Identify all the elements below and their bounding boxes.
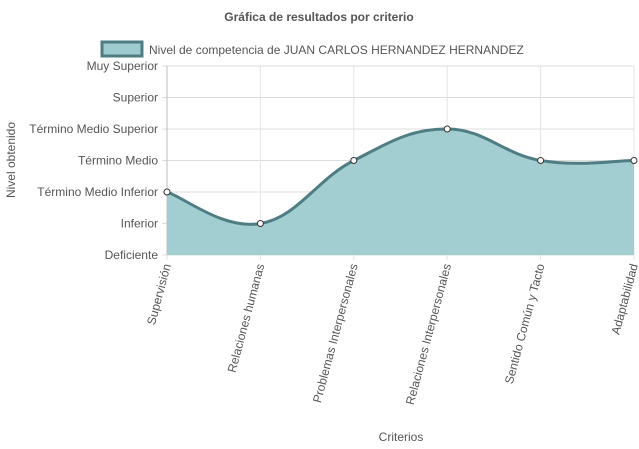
y-tick-label: Término Medio [78,154,158,168]
legend-swatch [100,40,144,58]
y-axis-title: Nivel obtenido [4,122,18,198]
y-tick-label: Muy Superior [87,59,158,73]
legend-label: Nivel de competencia de JUAN CARLOS HERN… [149,43,524,57]
x-tick-label: Relaciones humanas [225,262,268,374]
data-points [163,125,638,227]
legend[interactable]: Nivel de competencia de JUAN CARLOS HERN… [100,40,524,58]
chart-title: Gráfica de resultados por criterio [224,10,413,24]
y-tick-label: Inferior [121,217,158,231]
x-axis-title: Criterios [379,430,424,444]
data-point[interactable] [443,125,451,133]
x-tick-label: Sentido Común y Tacto [502,262,548,386]
x-tick-labels: Supervisión Relaciones humanas Problemas I… [144,262,639,406]
y-tick-label: Superior [113,91,158,105]
y-tick-label: Término Medio Inferior [37,185,158,199]
data-point[interactable] [256,220,264,227]
x-tick-label: Relaciones Interpersonales [403,262,454,406]
data-point[interactable] [350,157,358,164]
data-point[interactable] [537,157,545,164]
x-tick-label: Supervisión [144,262,174,326]
area-fill [167,129,634,255]
y-tick-labels: Deficiente Inferior Término Medio Inferior… [29,59,158,262]
y-tick-label: Deficiente [105,248,159,262]
data-point[interactable] [630,157,638,164]
x-tick-label: Adaptabilidad [609,262,639,336]
data-point[interactable] [163,188,171,196]
y-tick-label: Término Medio Superior [29,122,158,136]
x-tick-label: Problemas Interpersonales [310,262,361,404]
